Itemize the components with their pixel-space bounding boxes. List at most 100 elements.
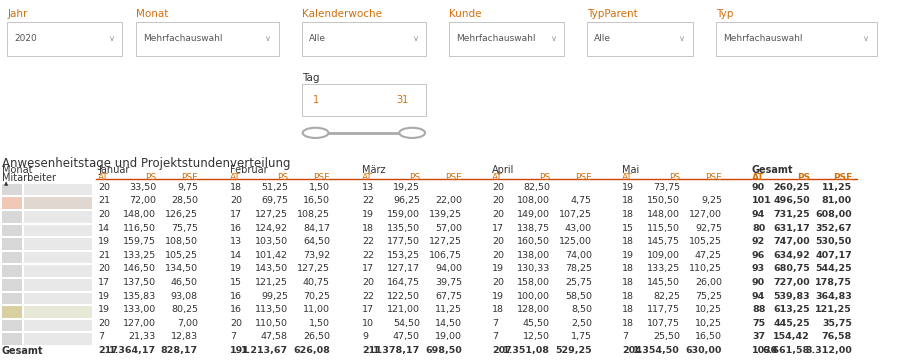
Text: 143,50: 143,50 — [255, 264, 288, 273]
Text: AT: AT — [621, 173, 632, 182]
Text: AT: AT — [98, 173, 108, 182]
Text: Kalenderwoche: Kalenderwoche — [301, 9, 381, 19]
Bar — [2, 197, 22, 209]
Text: 18: 18 — [621, 210, 633, 219]
Text: 57,00: 57,00 — [435, 223, 461, 233]
Text: 159,00: 159,00 — [387, 210, 420, 219]
Text: 16,50: 16,50 — [302, 197, 330, 205]
Text: 70,25: 70,25 — [302, 292, 330, 301]
Text: 21: 21 — [98, 251, 110, 260]
Text: 19: 19 — [492, 264, 504, 273]
Text: 727,00: 727,00 — [773, 278, 809, 287]
Bar — [2, 279, 22, 290]
Text: 108,25: 108,25 — [297, 210, 330, 219]
Text: 10,25: 10,25 — [694, 305, 721, 314]
Bar — [2, 211, 22, 223]
Text: 17: 17 — [361, 305, 374, 314]
Text: 7: 7 — [492, 332, 497, 341]
Text: 94: 94 — [751, 292, 765, 301]
Text: 9: 9 — [361, 332, 368, 341]
Text: 11,25: 11,25 — [435, 305, 461, 314]
Text: 21,33: 21,33 — [129, 332, 156, 341]
Text: 39,75: 39,75 — [435, 278, 461, 287]
Text: 145,75: 145,75 — [646, 237, 679, 246]
Bar — [2, 252, 22, 264]
Text: 117,75: 117,75 — [646, 305, 679, 314]
Text: 130,33: 130,33 — [516, 264, 550, 273]
Text: 14,50: 14,50 — [435, 319, 461, 328]
Text: 94,00: 94,00 — [435, 264, 461, 273]
Text: 11,25: 11,25 — [821, 183, 851, 192]
Text: 7: 7 — [621, 332, 628, 341]
Text: 122,50: 122,50 — [387, 292, 420, 301]
Text: 217: 217 — [98, 346, 118, 355]
Text: 15: 15 — [230, 278, 242, 287]
Text: 80: 80 — [751, 223, 765, 233]
Text: 37: 37 — [751, 332, 765, 341]
Text: 18: 18 — [361, 223, 374, 233]
Text: 18: 18 — [621, 237, 633, 246]
Text: 108,50: 108,50 — [165, 237, 198, 246]
Text: 631,17: 631,17 — [772, 223, 809, 233]
Text: 1.354,50: 1.354,50 — [632, 346, 679, 355]
Text: 3.312,00: 3.312,00 — [804, 346, 851, 355]
Bar — [2, 225, 22, 236]
Bar — [2, 184, 22, 195]
Text: 14: 14 — [230, 251, 242, 260]
Text: Januar: Januar — [98, 165, 130, 175]
Bar — [24, 184, 92, 195]
Text: 211: 211 — [361, 346, 381, 355]
Text: 20: 20 — [98, 319, 110, 328]
Text: 12,50: 12,50 — [522, 332, 550, 341]
Text: 127,17: 127,17 — [387, 264, 420, 273]
Text: 1.364,17: 1.364,17 — [108, 346, 156, 355]
Text: 22,00: 22,00 — [435, 197, 461, 205]
Text: 145,50: 145,50 — [646, 278, 679, 287]
Text: AT: AT — [361, 173, 372, 182]
Text: 7,00: 7,00 — [176, 319, 198, 328]
Text: 1.351,08: 1.351,08 — [503, 346, 550, 355]
Text: 54,50: 54,50 — [392, 319, 420, 328]
Text: 16: 16 — [230, 292, 242, 301]
Text: PSE: PSE — [574, 173, 591, 182]
Text: 8,50: 8,50 — [571, 305, 591, 314]
Text: 125,00: 125,00 — [559, 237, 591, 246]
Text: Alle: Alle — [309, 35, 325, 43]
Text: 35,75: 35,75 — [822, 319, 851, 328]
Text: Mitarbeiter: Mitarbeiter — [2, 173, 56, 183]
Text: 10: 10 — [361, 319, 374, 328]
Text: AT: AT — [230, 173, 241, 182]
Text: 260,25: 260,25 — [773, 183, 809, 192]
Text: 33,50: 33,50 — [129, 183, 156, 192]
Text: 148,00: 148,00 — [123, 210, 156, 219]
Text: 96,25: 96,25 — [392, 197, 420, 205]
Text: 149,00: 149,00 — [516, 210, 550, 219]
Text: 11,00: 11,00 — [302, 305, 330, 314]
Bar — [24, 211, 92, 223]
Text: AT: AT — [751, 173, 764, 182]
Text: 17: 17 — [230, 210, 242, 219]
Text: 103,50: 103,50 — [255, 237, 288, 246]
Text: 19: 19 — [98, 237, 110, 246]
Text: 101,42: 101,42 — [255, 251, 288, 260]
Text: 26,00: 26,00 — [694, 278, 721, 287]
Text: 76,58: 76,58 — [821, 332, 851, 341]
Text: Monat: Monat — [2, 165, 32, 175]
Text: 496,50: 496,50 — [773, 197, 809, 205]
Text: 1,50: 1,50 — [309, 183, 330, 192]
Text: 113,50: 113,50 — [255, 305, 288, 314]
Text: 153,25: 153,25 — [387, 251, 420, 260]
Text: Gesamt: Gesamt — [2, 346, 43, 356]
Text: 17: 17 — [98, 278, 110, 287]
Text: 26,50: 26,50 — [302, 332, 330, 341]
Text: 17: 17 — [361, 264, 374, 273]
Text: 135,83: 135,83 — [122, 292, 156, 301]
Text: 13: 13 — [230, 237, 242, 246]
Text: 106,75: 106,75 — [428, 251, 461, 260]
Text: AT: AT — [492, 173, 502, 182]
Text: 164,75: 164,75 — [387, 278, 420, 287]
Text: ∨: ∨ — [412, 35, 418, 43]
Text: 75: 75 — [751, 319, 765, 328]
Text: 45,50: 45,50 — [522, 319, 550, 328]
Text: PS: PS — [277, 173, 288, 182]
